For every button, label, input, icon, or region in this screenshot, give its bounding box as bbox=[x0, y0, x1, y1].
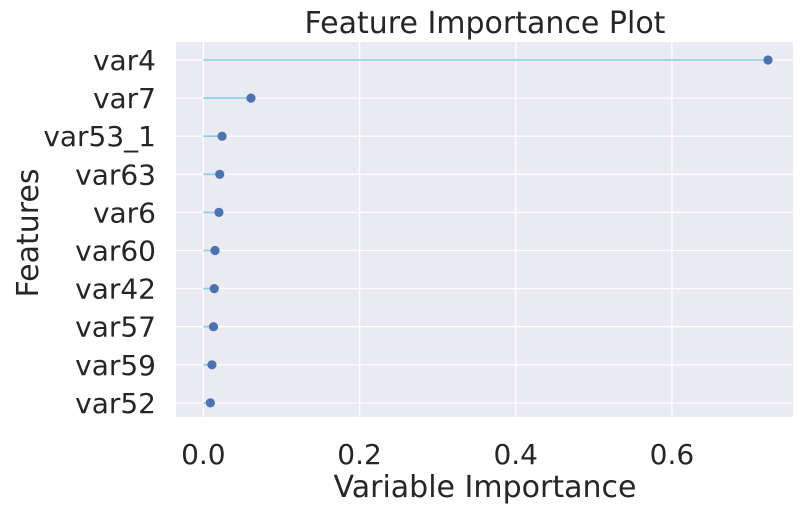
y-tick-label: var7 bbox=[93, 82, 156, 115]
markers bbox=[205, 55, 773, 408]
y-axis-label: Features bbox=[11, 169, 46, 298]
y-tick-label: var4 bbox=[93, 44, 156, 77]
y-tick-label: var60 bbox=[75, 235, 156, 268]
marker-var53_1 bbox=[217, 131, 227, 141]
grid-lines bbox=[176, 42, 793, 417]
marker-var60 bbox=[210, 245, 220, 256]
y-tick-label: var57 bbox=[75, 311, 156, 344]
x-tick-label: 0.2 bbox=[337, 438, 382, 471]
marker-var7 bbox=[246, 93, 256, 103]
x-axis-label: Variable Importance bbox=[334, 470, 637, 505]
y-tick-labels: var4 var7 var53_1 var63 var6 var60 var42 var57 v… bbox=[43, 44, 156, 420]
marker-var57 bbox=[208, 322, 219, 332]
y-tick-label: var53_1 bbox=[43, 120, 156, 153]
marker-var42 bbox=[209, 284, 219, 294]
y-tick-label: var59 bbox=[75, 349, 156, 382]
y-tick-label: var52 bbox=[75, 387, 156, 420]
plot-area bbox=[176, 42, 793, 417]
marker-var4 bbox=[763, 55, 773, 65]
y-tick-label: var42 bbox=[75, 273, 156, 306]
x-tick-label: 0.0 bbox=[181, 438, 226, 471]
x-tick-label: 0.6 bbox=[650, 438, 695, 471]
x-tick-label: 0.4 bbox=[493, 438, 538, 471]
y-tick-label: var63 bbox=[75, 158, 156, 191]
marker-var52 bbox=[205, 398, 215, 408]
marker-var59 bbox=[207, 360, 217, 370]
x-tick-labels: 0.0 0.2 0.4 0.6 bbox=[181, 438, 694, 471]
marker-var63 bbox=[215, 169, 225, 179]
y-tick-label: var6 bbox=[93, 196, 156, 229]
marker-var6 bbox=[214, 207, 224, 217]
chart-title: Feature Importance Plot bbox=[305, 6, 666, 41]
